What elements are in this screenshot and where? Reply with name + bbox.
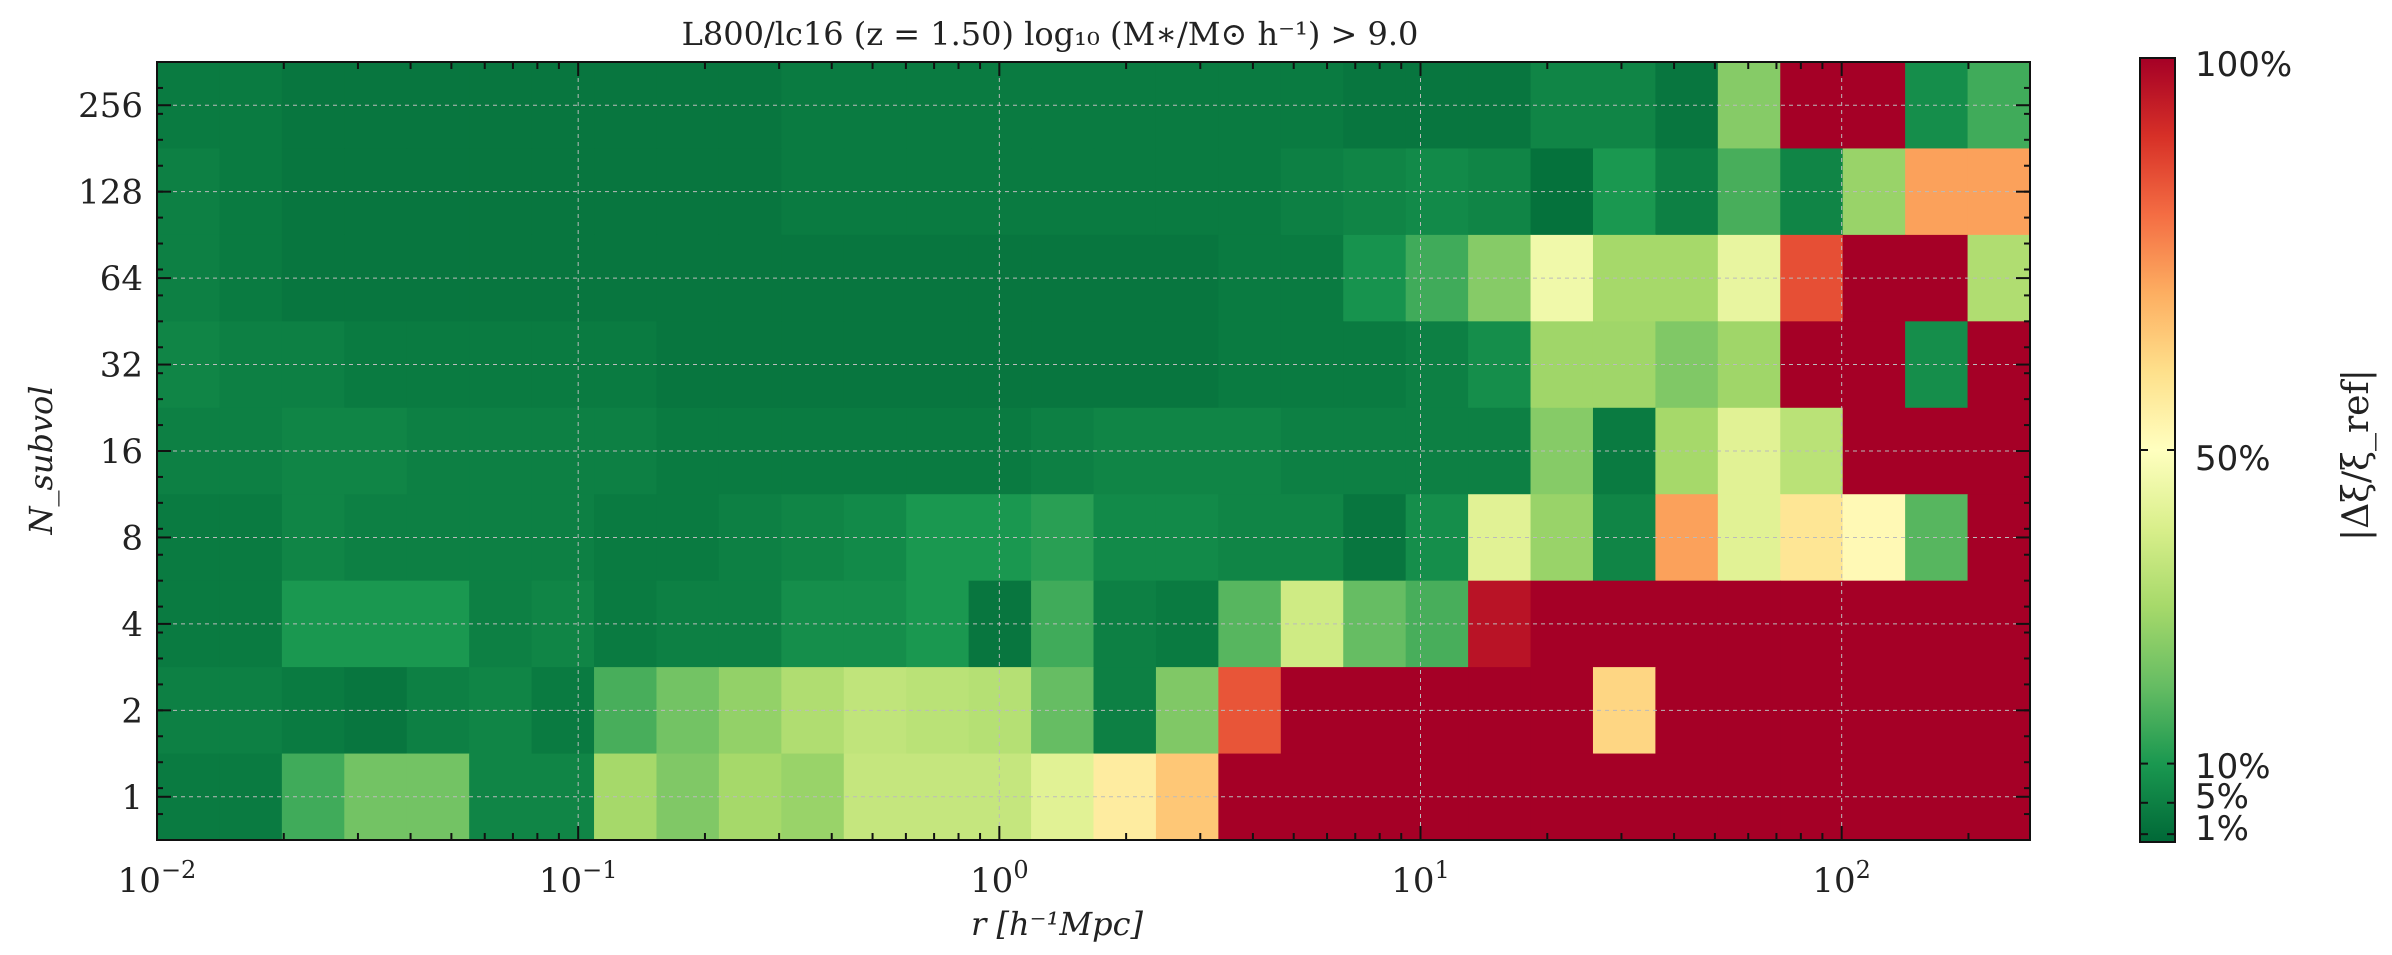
y-tick-labels: 1 2 4 8 16 32 64 128 256 <box>78 86 143 818</box>
y-tick-label: 256 <box>78 86 143 126</box>
heatmap-cell <box>219 580 283 668</box>
heatmap-cell <box>219 407 283 495</box>
y-tick-label: 8 <box>121 518 143 558</box>
heatmap-cell <box>219 321 283 409</box>
colorbar-tick-label: 5% <box>2195 777 2249 817</box>
chart-title: L800/lc16 (z = 1.50) log₁₀ (M∗/M⊙ h⁻¹) >… <box>682 15 1419 53</box>
x-tick-label: 10−1 <box>539 856 618 901</box>
colorbar-tick-label: 10% <box>2195 747 2271 787</box>
x-tick-labels: 10−2 10−1 100 101 102 <box>118 856 1871 901</box>
x-tick-label: 101 <box>1391 856 1450 901</box>
y-axis-label: N_subvol <box>22 385 60 535</box>
x-tick-label: 10−2 <box>118 856 197 901</box>
y-tick-label: 16 <box>100 432 143 472</box>
colorbar-tick-label: 100% <box>2195 45 2292 85</box>
heatmap-cell <box>219 667 283 755</box>
x-axis-label: r [h⁻¹Mpc] <box>971 905 1143 943</box>
colorbar-tick-label: 50% <box>2195 439 2271 479</box>
heatmap-cell <box>219 234 283 322</box>
x-tick-label: 102 <box>1812 856 1871 901</box>
heatmap-cell <box>219 494 283 582</box>
axis-ticks <box>156 61 2030 841</box>
y-tick-label: 32 <box>100 346 143 386</box>
colorbar-label: |Δξ/ξ_ref| <box>2336 369 2377 541</box>
y-tick-label: 4 <box>121 605 143 645</box>
y-tick-label: 64 <box>100 259 143 299</box>
heatmap-cell <box>219 753 283 841</box>
colorbar-ticks: 100% 50% 10%5%1% <box>2140 45 2292 849</box>
grid-lines <box>157 62 2030 840</box>
y-tick-label: 1 <box>121 778 143 818</box>
y-tick-label: 2 <box>121 691 143 731</box>
heatmap-cell <box>219 148 283 236</box>
colorbar-tick-label: 1% <box>2195 809 2249 849</box>
x-tick-label: 100 <box>970 856 1029 901</box>
y-tick-label: 128 <box>78 173 143 213</box>
heatmap-cell <box>219 62 283 150</box>
